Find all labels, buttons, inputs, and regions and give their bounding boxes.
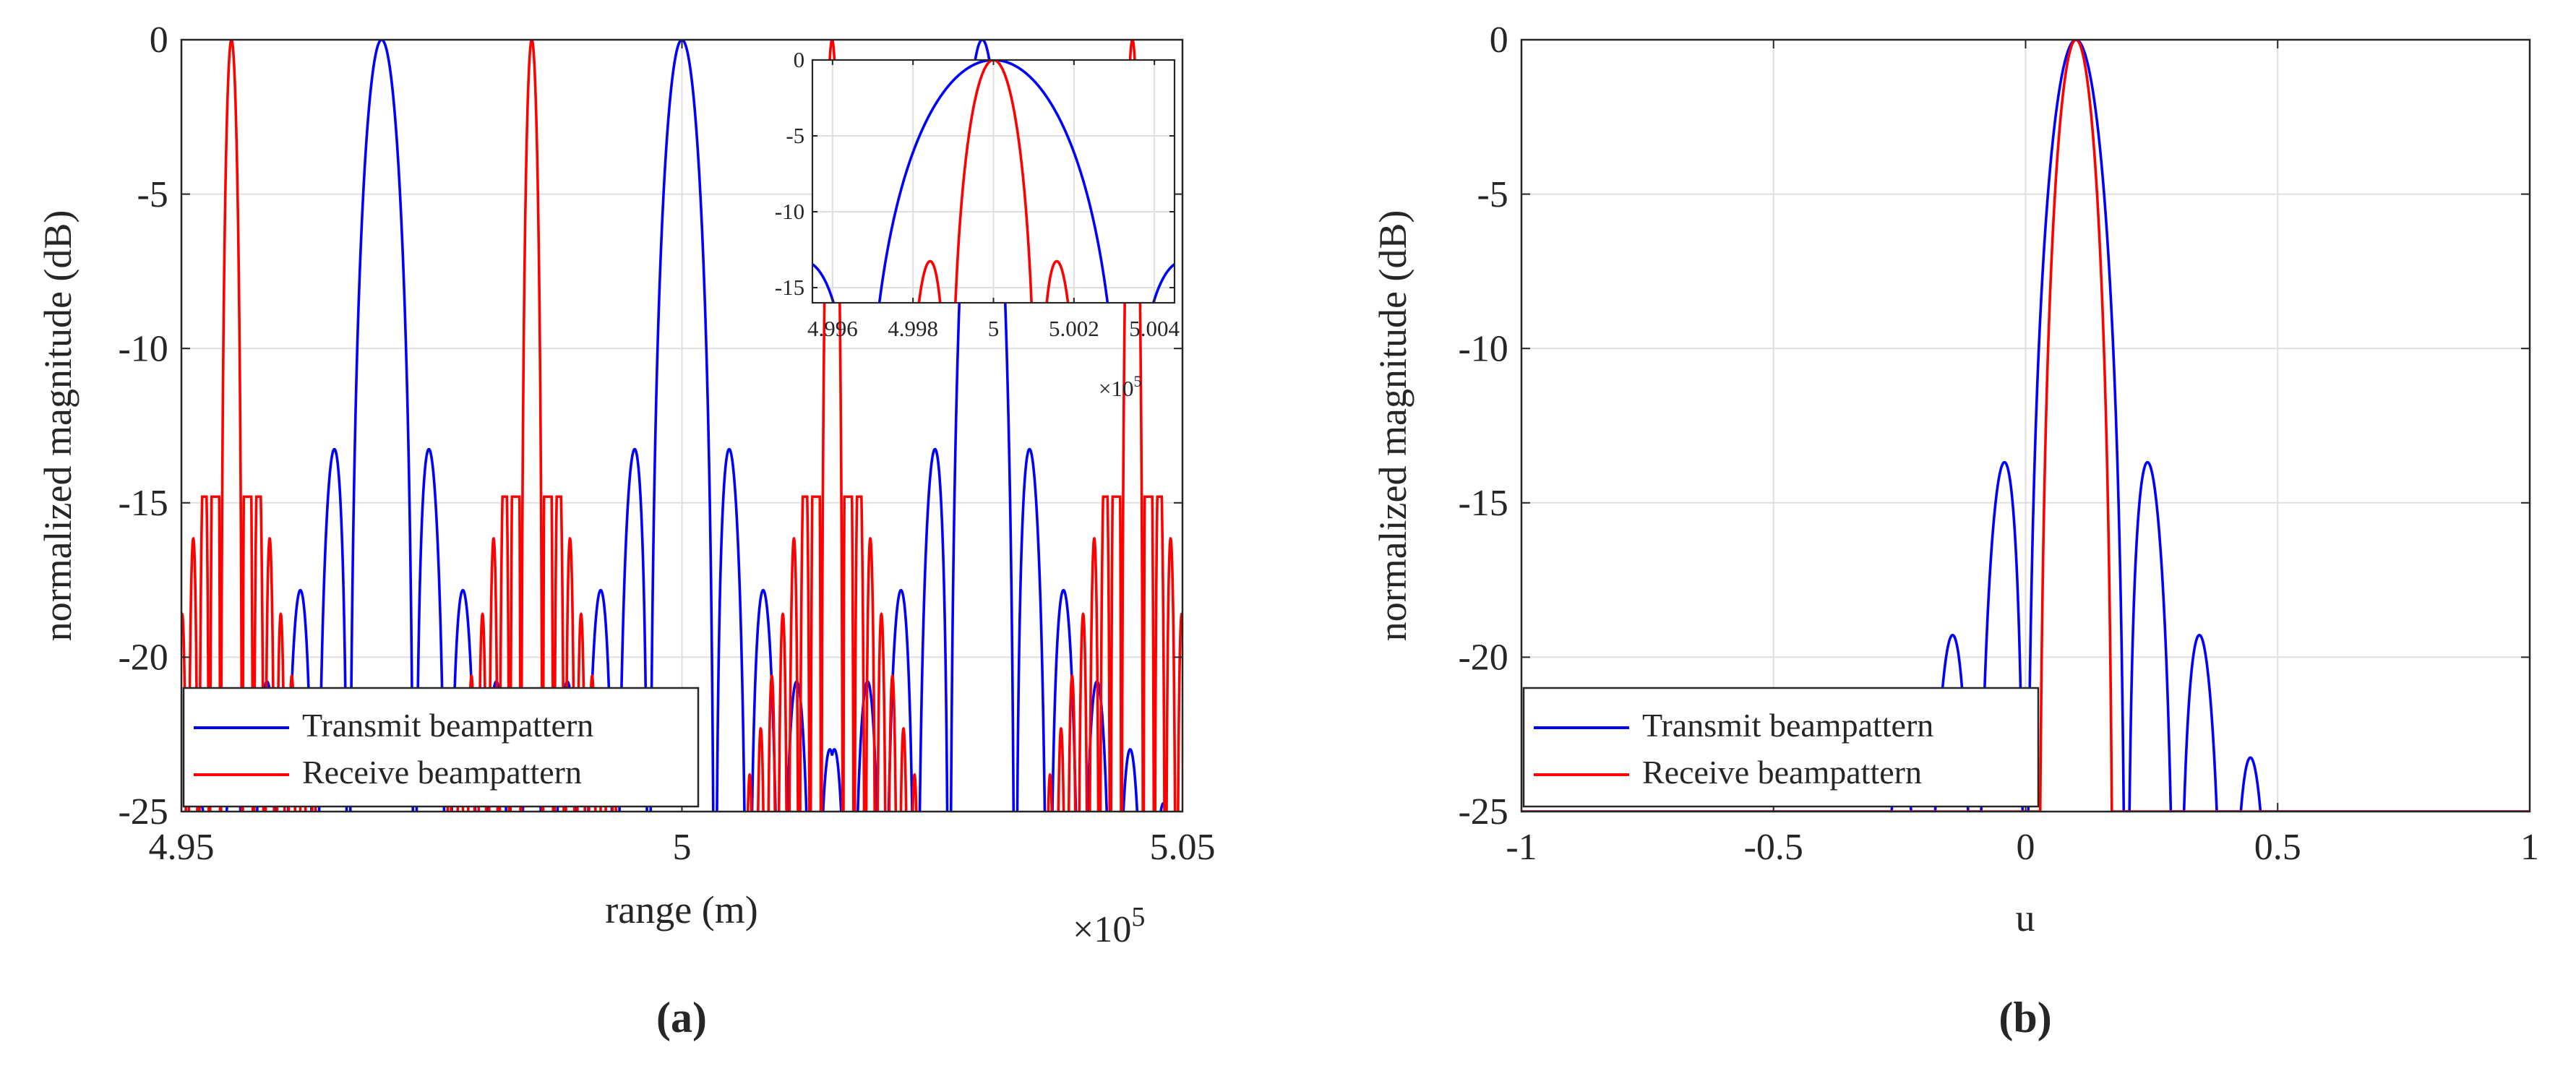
panel-a-legend-box [182, 687, 700, 808]
panel-b-tick-label-y: -10 [1458, 328, 1508, 369]
panel-a-tick-label-x: 4.95 [149, 827, 215, 868]
panel-b-caption: (b) [1998, 994, 2051, 1041]
panel-a-tick-label-y: -15 [118, 483, 168, 524]
inset-tick-label-x: 4.996 [807, 316, 858, 341]
panel-b-tick-label-x: 0 [2017, 827, 2035, 868]
panel-b-tick-label-y: -25 [1458, 791, 1508, 833]
panel-b-legend: Transmit beampattern Receive beampattern [1522, 687, 2040, 808]
panel-a-tick-label-y: -25 [118, 791, 168, 833]
panel-a-legend: Transmit beampattern Receive beampattern [182, 687, 700, 808]
inset-tick-label-x: 5.002 [1049, 316, 1099, 341]
panel-b-legend-box [1522, 687, 2040, 808]
panel-a-tick-label-y: -5 [137, 174, 168, 215]
inset-x-exponent: ×105 [1099, 372, 1141, 401]
panel-a-ticks: 4.95 5 5.05 0 -5 -10 -15 -20 -25 [118, 20, 1215, 868]
panel-b-legend-receive-label: Receive beampattern [1642, 754, 1922, 791]
inset-tick-label-y: -15 [775, 275, 804, 300]
panel-a-tick-label-y: 0 [150, 20, 168, 61]
panel-b-x-axis-label: u [2016, 896, 2035, 939]
panel-b-tick-label-x: -0.5 [1744, 827, 1803, 868]
panel-a-caption: (a) [656, 994, 707, 1041]
panel-b-ticks: -1 -0.5 0 0.5 1 0 -5 -10 -15 -20 -25 [1458, 20, 2539, 868]
panel-b: -1 -0.5 0 0.5 1 0 -5 -10 -15 -20 -25 Transmit beam… [1371, 20, 2539, 1041]
panel-b-legend-transmit-label: Transmit beampattern [1642, 707, 1933, 744]
panel-a: 4.95 5 5.05 0 -5 -10 -15 -20 -25 4.996 4.998 5 5.00… [36, 20, 1216, 1041]
panel-b-tick-label-y: -15 [1458, 483, 1508, 524]
panel-a-tick-label-x: 5.05 [1150, 827, 1216, 868]
panel-b-tick-label-y: -20 [1458, 637, 1508, 679]
panel-a-legend-receive-label: Receive beampattern [302, 754, 582, 791]
inset-tick-label-y: -5 [786, 123, 804, 148]
inset-tick-label-y: 0 [794, 47, 805, 72]
panel-b-tick-label-x: 0.5 [2254, 827, 2301, 868]
panel-b-tick-label-y: -5 [1477, 174, 1508, 215]
inset-grid [812, 59, 1175, 303]
panel-a-tick-label-y: -20 [118, 637, 168, 679]
panel-b-tick-label-y: 0 [1490, 20, 1508, 61]
inset-tick-label-x: 5.004 [1129, 316, 1180, 341]
panel-b-tick-label-x: 1 [2520, 827, 2539, 868]
panel-a-y-axis-label: normalized magnitude (dB) [36, 210, 80, 642]
panel-a-x-axis-label: range (m) [605, 888, 757, 932]
panel-b-y-axis-label: normalized magnitude (dB) [1371, 210, 1414, 642]
panel-a-tick-label-y: -10 [118, 328, 168, 369]
panel-a-tick-label-x: 5 [673, 827, 692, 868]
panel-b-tick-label-x: -1 [1506, 827, 1537, 868]
inset-ticks: 4.996 4.998 5 5.002 5.004 0 -5 -10 -15 [775, 47, 1180, 341]
inset-tick-label-x: 5 [988, 316, 1000, 341]
panel-a-inset: 4.996 4.998 5 5.002 5.004 0 -5 -10 -15 ×105 [775, 47, 1180, 401]
panel-a-x-exponent: ×105 [1073, 902, 1145, 950]
inset-tick-label-y: -10 [775, 199, 804, 224]
panel-a-legend-transmit-label: Transmit beampattern [302, 707, 593, 744]
inset-tick-label-x: 4.998 [888, 316, 938, 341]
